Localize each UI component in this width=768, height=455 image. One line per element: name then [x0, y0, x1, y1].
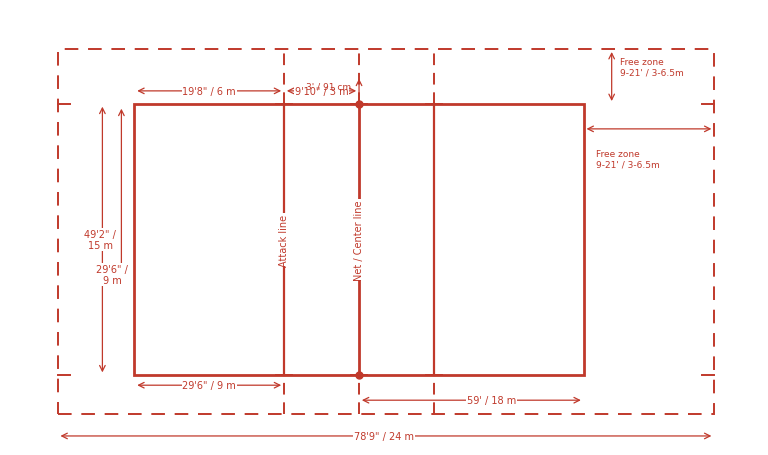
Text: 19'8" / 6 m: 19'8" / 6 m — [182, 87, 236, 96]
Text: 49'2" /
15 m: 49'2" / 15 m — [84, 229, 116, 251]
Text: Net / Center line: Net / Center line — [354, 200, 364, 280]
Bar — [58, 50, 714, 414]
Text: 9'10" / 3 m: 9'10" / 3 m — [295, 87, 349, 96]
Text: Free zone
9-21' / 3-6.5m: Free zone 9-21' / 3-6.5m — [596, 150, 660, 169]
Text: 78'9" / 24 m: 78'9" / 24 m — [354, 431, 414, 441]
Text: 3' / 91 cm: 3' / 91 cm — [306, 82, 351, 91]
Text: 59' / 18 m: 59' / 18 m — [467, 395, 516, 405]
Text: Attack line: Attack line — [279, 214, 289, 266]
Text: 29'6" /
9 m: 29'6" / 9 m — [97, 264, 128, 286]
Bar — [134, 105, 584, 375]
Text: Free zone
9-21' / 3-6.5m: Free zone 9-21' / 3-6.5m — [620, 58, 684, 77]
Text: 29'6" / 9 m: 29'6" / 9 m — [182, 380, 236, 390]
